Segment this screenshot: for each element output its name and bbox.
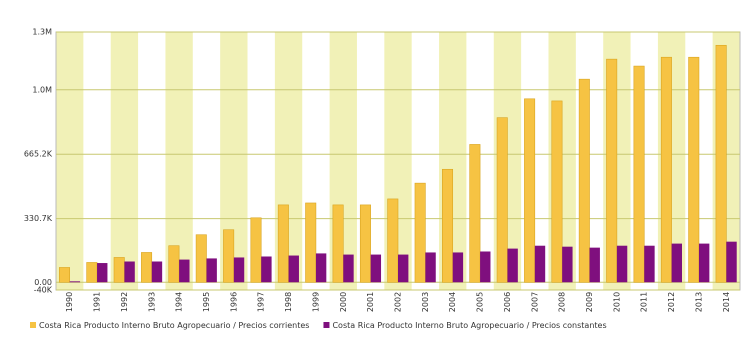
x-tick-label: 2002	[394, 292, 403, 312]
legend-marker	[30, 322, 36, 328]
bar	[58, 267, 70, 283]
bar	[168, 245, 180, 283]
x-tick-label: 1993	[147, 292, 156, 312]
bar	[496, 117, 508, 283]
bar	[195, 234, 207, 283]
bar	[179, 259, 190, 283]
bar	[414, 182, 426, 283]
bar	[359, 204, 371, 283]
y-tick-label: 1.3M	[32, 28, 52, 37]
x-tick-label: 1997	[257, 292, 266, 312]
bar	[562, 246, 573, 283]
bar	[425, 252, 436, 283]
bar	[250, 217, 262, 283]
x-tick-label: 2013	[694, 292, 703, 312]
x-tick-label: 2007	[530, 292, 539, 312]
bar	[223, 229, 235, 283]
bar	[288, 255, 299, 283]
bar	[534, 245, 546, 283]
bar	[315, 253, 327, 283]
legend-label: Costa Rica Producto Interno Bruto Agrope…	[39, 321, 309, 330]
bar	[206, 258, 217, 283]
x-tick-label: 2004	[448, 292, 457, 312]
bar	[688, 56, 700, 283]
legend-marker	[323, 322, 330, 328]
column-band	[56, 32, 84, 290]
x-tick-label: 2014	[722, 292, 731, 312]
bar	[387, 198, 399, 283]
bar	[277, 204, 289, 283]
bar	[469, 144, 481, 283]
y-tick-label: 665.2K	[24, 150, 53, 159]
bar	[660, 56, 672, 283]
x-tick-label: 2001	[366, 292, 375, 312]
bar	[551, 100, 563, 283]
y-tick-label: 1.0M	[32, 85, 52, 94]
bar	[124, 261, 135, 283]
bar	[507, 248, 518, 283]
column-band	[110, 32, 139, 290]
x-tick-label: 1994	[175, 292, 184, 312]
bar	[524, 98, 536, 283]
x-tick-label: 1991	[93, 292, 102, 312]
legend-label: Costa Rica Producto Interno Bruto Agrope…	[332, 321, 606, 330]
y-tick-label: -40K	[34, 286, 53, 295]
x-tick-label: 2011	[640, 292, 649, 312]
bar	[589, 247, 600, 283]
bar	[442, 168, 454, 283]
x-tick-label: 2008	[558, 292, 567, 312]
x-tick-label: 2012	[667, 292, 676, 312]
bar	[715, 44, 727, 283]
bar	[671, 243, 682, 283]
bar	[398, 254, 409, 283]
x-tick-label: 1999	[311, 292, 320, 312]
bar	[616, 245, 628, 283]
bar	[332, 204, 344, 283]
bar	[698, 243, 710, 283]
x-tick-label: 1996	[229, 292, 238, 312]
bar	[370, 254, 382, 283]
x-tick-label: 2010	[612, 292, 621, 312]
x-tick-label: 2003	[421, 292, 430, 312]
x-tick-label: 2000	[339, 292, 348, 312]
y-tick-label: 330.7K	[24, 214, 53, 223]
bar	[97, 263, 108, 283]
x-tick-label: 2005	[476, 292, 485, 312]
bar	[233, 257, 245, 283]
bar	[151, 261, 163, 283]
bar	[606, 58, 618, 283]
bar	[480, 251, 491, 283]
x-tick-label: 1992	[120, 292, 129, 312]
x-tick-label: 2006	[503, 292, 512, 312]
bar	[578, 78, 590, 283]
x-tick-label: 2009	[585, 292, 594, 312]
bar	[644, 245, 655, 283]
x-tick-label: 1998	[284, 292, 293, 312]
bar	[113, 257, 125, 283]
y-tick-label: 0.00	[34, 278, 52, 287]
bar	[86, 262, 98, 283]
bar	[141, 252, 153, 283]
bar	[69, 281, 81, 283]
bar	[452, 252, 464, 283]
bar	[305, 202, 317, 283]
x-tick-label: 1995	[202, 292, 211, 312]
bar	[633, 65, 645, 283]
bar	[261, 256, 272, 283]
x-tick-label: 1990	[65, 292, 74, 312]
bar	[726, 241, 737, 283]
bar	[343, 254, 354, 283]
